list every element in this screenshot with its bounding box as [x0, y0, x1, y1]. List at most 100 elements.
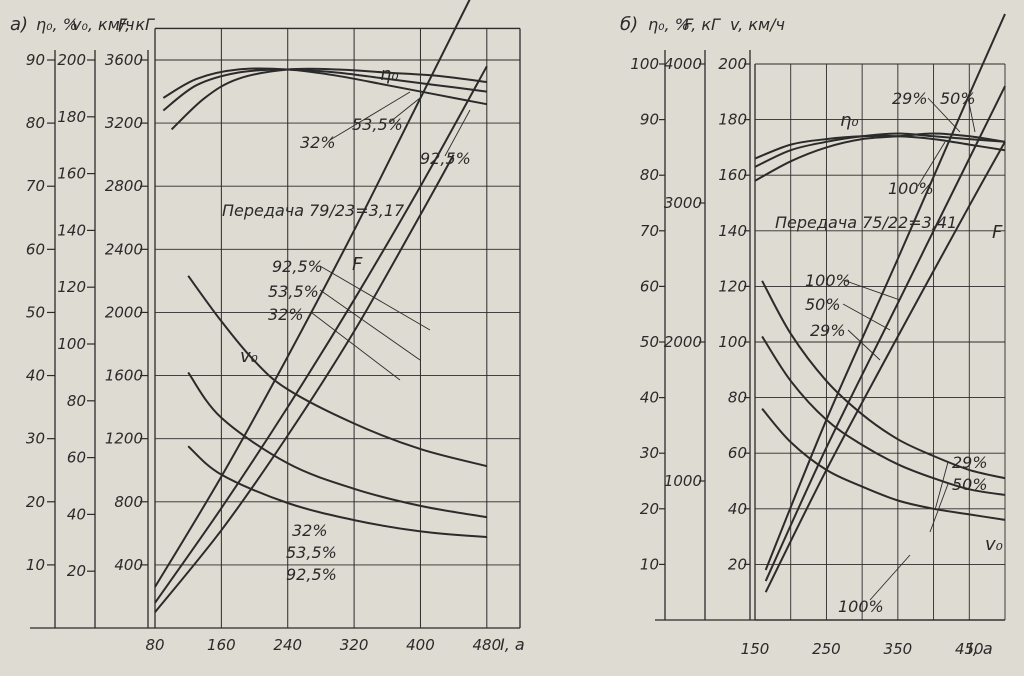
- series-line-speed-50pct: [761, 335, 1006, 496]
- eta-series-label: 53,5%: [352, 115, 403, 134]
- speed-series-label: 100%: [838, 597, 884, 616]
- leader-line: [869, 554, 911, 601]
- force-tick-label: 2400: [105, 240, 143, 258]
- series-line-eta-50pct: [754, 132, 1006, 168]
- force-tick-label: 3600: [105, 51, 143, 69]
- eta-axis-title: η₀, %: [36, 15, 78, 34]
- leader-line: [842, 303, 891, 331]
- speed-series-label: 32%: [292, 521, 328, 540]
- force-series-label: 53,5%: [268, 282, 319, 301]
- speed-tick-label: 40: [67, 505, 86, 523]
- series-line-f-29pct: [764, 141, 1006, 593]
- eta-tick-label: 100: [630, 55, 659, 73]
- eta-tick-label: 70: [26, 177, 45, 195]
- x-tick-label: 250: [812, 640, 841, 658]
- x-tick-label: 480: [472, 636, 501, 654]
- curve-label-speed: v₀: [240, 346, 258, 367]
- leader-line: [842, 279, 901, 301]
- eta-tick-label: 40: [640, 389, 659, 407]
- speed-series-label: 92,5%: [286, 565, 337, 584]
- x-axis-label: I, a: [968, 639, 993, 658]
- force-tick-label: 2000: [105, 303, 143, 321]
- speed-tick-label: 120: [57, 278, 86, 296]
- series-line-speed-29pct: [761, 280, 1006, 480]
- speed-tick-label: 180: [718, 111, 747, 129]
- force-series-label: 29%: [810, 321, 846, 340]
- speed-series-label: 29%: [952, 453, 988, 472]
- x-tick-label: 350: [884, 640, 913, 658]
- leader-line: [929, 483, 949, 533]
- series-line-f-32pct: [154, 154, 455, 613]
- force-tick-label: 800: [114, 493, 143, 511]
- speed-tick-label: 140: [57, 221, 86, 239]
- leader-line: [319, 265, 431, 331]
- eta-series-label: 92,5%: [420, 149, 471, 168]
- eta-tick-label: 70: [640, 222, 659, 240]
- leader-line: [389, 97, 421, 123]
- speed-tick-label: 80: [67, 392, 86, 410]
- leader-line: [917, 141, 946, 187]
- eta-axis-title: η₀, %: [648, 15, 690, 34]
- eta-series-label: 29%: [892, 89, 928, 108]
- force-tick-label: 1200: [105, 430, 143, 448]
- panel-b: [655, 13, 1006, 621]
- eta-tick-label: 20: [640, 500, 659, 518]
- x-tick-label: 400: [406, 636, 435, 654]
- force-series-label: 100%: [805, 271, 851, 290]
- eta-tick-label: 30: [26, 430, 45, 448]
- speed-tick-label: 40: [728, 500, 747, 518]
- force-tick-label: 1000: [664, 472, 702, 490]
- speed-tick-label: 60: [67, 449, 86, 467]
- speed-tick-label: 180: [57, 108, 86, 126]
- eta-tick-label: 90: [640, 111, 659, 129]
- leader-line: [927, 97, 961, 133]
- force-series-label: 92,5%: [272, 257, 323, 276]
- speed-series-label: 53,5%: [286, 543, 337, 562]
- eta-tick-label: 80: [26, 114, 45, 132]
- series-line-eta-32pct: [162, 67, 487, 106]
- leader-line: [967, 97, 976, 133]
- eta-tick-label: 80: [640, 166, 659, 184]
- gear-ratio-annotation: Передача 75/22=3,41: [775, 213, 957, 232]
- x-tick-label: 160: [207, 636, 236, 654]
- series-line-speed-32pct: [187, 275, 488, 468]
- panel-label: б): [620, 14, 638, 35]
- leader-line: [847, 329, 881, 361]
- leader-line: [329, 91, 411, 141]
- speed-tick-label: 20: [728, 555, 747, 573]
- speed-tick-label: 100: [718, 333, 747, 351]
- force-axis-title: F, кГ: [684, 15, 721, 34]
- series-line-eta-29pct: [754, 134, 1006, 160]
- x-tick-label: 240: [273, 636, 302, 654]
- eta-series-label: 32%: [300, 133, 336, 152]
- series-line-f-100pct: [764, 13, 1006, 571]
- eta-tick-label: 10: [640, 555, 659, 573]
- force-tick-label: 1600: [105, 367, 143, 385]
- panel-label: а): [10, 14, 28, 35]
- series-line-eta-100pct: [754, 132, 1006, 182]
- force-series-label: 50%: [805, 295, 841, 314]
- eta-series-label: 50%: [940, 89, 976, 108]
- force-tick-label: 4000: [664, 55, 702, 73]
- speed-tick-label: 200: [57, 51, 86, 69]
- speed-tick-label: 60: [728, 444, 747, 462]
- eta-tick-label: 20: [26, 493, 45, 511]
- speed-tick-label: 120: [718, 277, 747, 295]
- series-line-f-50pct: [764, 85, 1006, 582]
- x-tick-label: 450: [955, 640, 984, 658]
- leader-line: [444, 109, 471, 157]
- eta-tick-label: 10: [26, 556, 45, 574]
- speed-series-label: 50%: [952, 475, 988, 494]
- speed-tick-label: 100: [57, 335, 86, 353]
- curve-label-force: F: [992, 222, 1003, 243]
- gear-ratio-annotation: Передача 79/23=3,17: [222, 201, 405, 220]
- force-axis-title: F, кГ: [118, 15, 155, 34]
- eta-tick-label: 50: [640, 333, 659, 351]
- leader-line: [934, 461, 949, 511]
- speed-tick-label: 200: [718, 55, 747, 73]
- x-tick-label: 150: [741, 640, 770, 658]
- eta-tick-label: 30: [640, 444, 659, 462]
- force-tick-label: 3000: [664, 194, 702, 212]
- x-tick-label: 320: [340, 636, 369, 654]
